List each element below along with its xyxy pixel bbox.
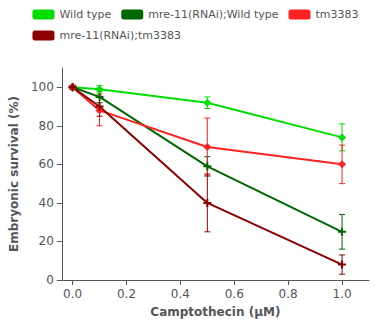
svg-text:0.0: 0.0 [63,287,82,301]
svg-text:0.8: 0.8 [279,287,298,301]
svg-text:0: 0 [46,273,54,287]
svg-text:0.2: 0.2 [117,287,136,301]
svg-text:0.4: 0.4 [171,287,190,301]
svg-text:mre-11(RNAi);Wild type: mre-11(RNAi);Wild type [148,8,279,21]
svg-text:20: 20 [39,234,54,248]
svg-text:mre-11(RNAi);tm3383: mre-11(RNAi);tm3383 [59,29,181,42]
svg-text:Wild type: Wild type [59,8,111,21]
svg-text:tm3383: tm3383 [316,8,359,21]
svg-text:80: 80 [39,119,54,133]
svg-text:40: 40 [39,196,54,210]
svg-text:Embryonic survival (%): Embryonic survival (%) [7,96,21,252]
svg-text:1.0: 1.0 [333,287,352,301]
svg-text:0.6: 0.6 [225,287,244,301]
svg-text:60: 60 [39,157,54,171]
svg-text:100: 100 [31,80,54,94]
svg-text:Camptothecin (μM): Camptothecin (μM) [150,305,280,319]
